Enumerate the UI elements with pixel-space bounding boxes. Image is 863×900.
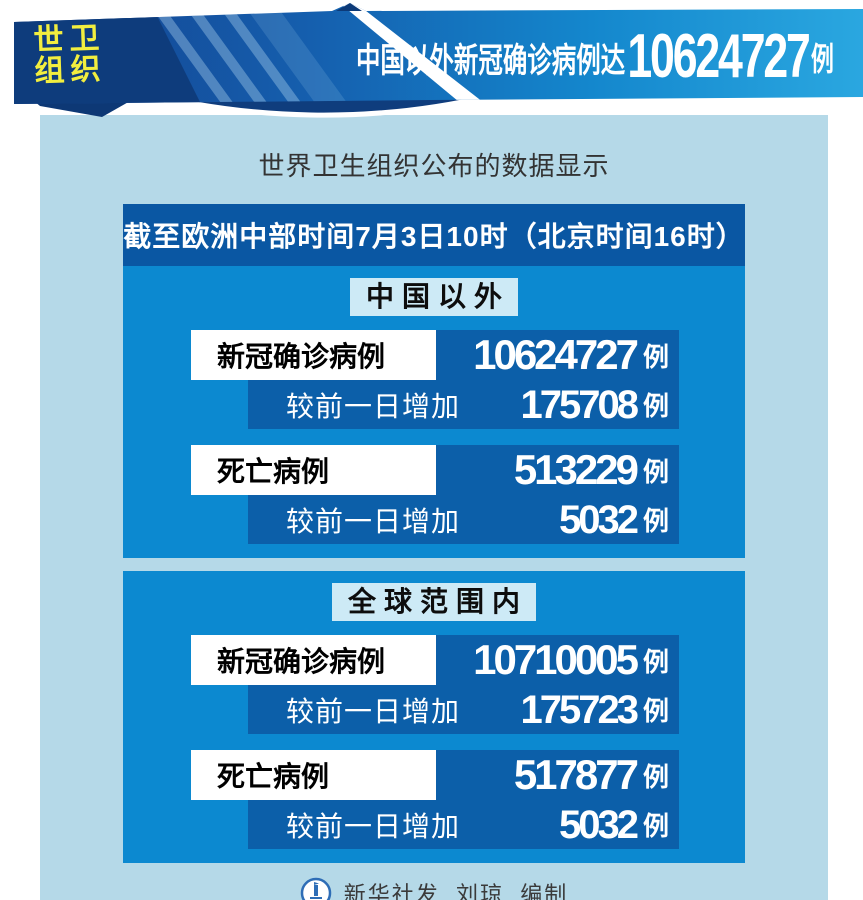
section-panel-outside-china: 中国以外 新冠确诊病例 10624727 例 较前一日增加 175708 例 [123, 266, 745, 558]
stat-value-box: 513229 例 [436, 445, 679, 496]
xinhua-logo-icon [300, 877, 332, 900]
footer-credit: 新华社发 刘琼 编制 [343, 882, 569, 900]
increase-unit: 例 [642, 391, 669, 422]
section-title: 全球范围内 [331, 583, 536, 622]
increase-value: 5032 [559, 802, 639, 847]
footer: 新华社发 刘琼 编制 [40, 877, 828, 900]
increase-unit: 例 [642, 811, 669, 842]
stat-row-main: 死亡病例 513229 例 [191, 445, 679, 496]
increase-unit: 例 [642, 506, 669, 537]
section-title-row: 全球范围内 [123, 571, 745, 622]
stat-value-box: 10710005 例 [436, 635, 679, 686]
stat-value-box: 517877 例 [436, 750, 679, 801]
stat-label-box: 新冠确诊病例 [191, 330, 436, 381]
stat-value: 513229 [513, 446, 639, 494]
stat-unit: 例 [642, 646, 669, 677]
page-title-inner: 中国以外新冠确诊病例达 10624727 例 [356, 26, 834, 88]
stat-unit: 例 [642, 761, 669, 792]
increase-unit: 例 [642, 696, 669, 727]
section-title-row: 中国以外 [123, 266, 745, 317]
content-card: 世界卫生组织公布的数据显示 截至欧洲中部时间7月3日10时（北京时间16时） 中… [40, 115, 828, 900]
stat-group-deaths: 死亡病例 513229 例 较前一日增加 5032 例 [123, 445, 745, 545]
stat-group-confirmed: 新冠确诊病例 10624727 例 较前一日增加 175708 例 [123, 330, 745, 430]
stat-label-box: 新冠确诊病例 [191, 635, 436, 686]
section-title: 中国以外 [349, 278, 518, 317]
stat-row-main: 新冠确诊病例 10624727 例 [191, 330, 679, 381]
who-badge-line2: 组织 [33, 52, 108, 89]
who-badge-line1: 世卫 [32, 21, 107, 58]
who-badge: 世卫 组织 [32, 21, 108, 89]
increase-row: 较前一日增加 5032 例 [248, 495, 679, 545]
stats-column: 截至欧洲中部时间7月3日10时（北京时间16时） 中国以外 新冠确诊病例 106… [123, 204, 745, 863]
stat-row-main: 新冠确诊病例 10710005 例 [191, 635, 679, 686]
title-number: 10624727 [626, 22, 810, 91]
stat-value: 10710005 [473, 636, 639, 684]
stat-label-box: 死亡病例 [191, 750, 436, 801]
increase-value: 175723 [520, 687, 639, 732]
increase-row: 较前一日增加 175723 例 [248, 685, 679, 735]
stat-group-deaths: 死亡病例 517877 例 较前一日增加 5032 例 [123, 750, 745, 850]
stat-group-confirmed: 新冠确诊病例 10710005 例 较前一日增加 175723 例 [123, 635, 745, 735]
increase-label: 较前一日增加 [286, 810, 461, 842]
stat-unit: 例 [642, 341, 669, 372]
stat-value: 517877 [513, 751, 639, 799]
date-banner: 截至欧洲中部时间7月3日10时（北京时间16时） [123, 204, 745, 266]
stat-label-box: 死亡病例 [191, 445, 436, 496]
increase-value: 5032 [559, 497, 639, 542]
increase-value: 175708 [520, 382, 639, 427]
stat-value: 10624727 [473, 331, 639, 379]
stat-unit: 例 [642, 456, 669, 487]
title-prefix: 中国以外新冠确诊病例达 [355, 41, 625, 80]
increase-row: 较前一日增加 5032 例 [248, 800, 679, 850]
increase-row: 较前一日增加 175708 例 [248, 380, 679, 430]
page-title: 中国以外新冠确诊病例达 10624727 例 [330, 16, 859, 98]
subtitle: 世界卫生组织公布的数据显示 [258, 151, 610, 181]
stat-value-box: 10624727 例 [436, 330, 679, 381]
title-unit: 例 [810, 41, 834, 77]
section-panel-worldwide: 全球范围内 新冠确诊病例 10710005 例 较前一日增加 175723 例 [123, 571, 745, 863]
header-ribbon-graphic [14, 3, 863, 118]
increase-label: 较前一日增加 [286, 505, 461, 537]
stat-row-main: 死亡病例 517877 例 [191, 750, 679, 801]
increase-label: 较前一日增加 [286, 695, 461, 727]
increase-label: 较前一日增加 [286, 390, 461, 422]
